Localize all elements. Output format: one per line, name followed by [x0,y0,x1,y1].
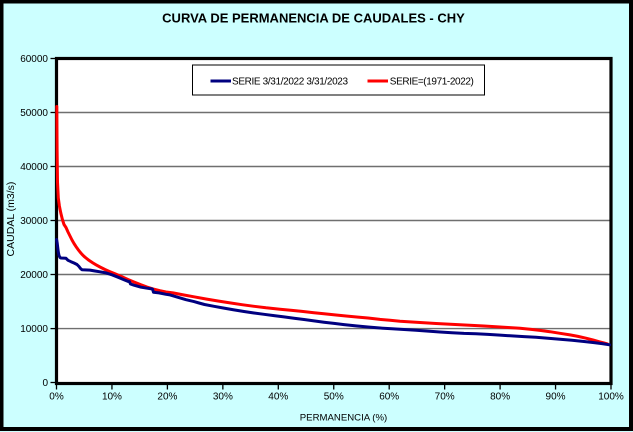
svg-text:20000: 20000 [20,270,48,281]
svg-text:80%: 80% [490,392,510,403]
svg-text:60000: 60000 [20,54,48,65]
svg-text:10%: 10% [102,392,122,403]
svg-text:CAUDAL (m3/s): CAUDAL (m3/s) [5,182,17,257]
svg-text:20%: 20% [157,392,177,403]
svg-text:100%: 100% [598,392,624,403]
svg-text:40%: 40% [268,392,288,403]
svg-text:30%: 30% [213,392,233,403]
svg-text:50000: 50000 [20,108,48,119]
svg-text:CURVA DE PERMANENCIA DE CAUDAL: CURVA DE PERMANENCIA DE CAUDALES - CHY [162,11,465,26]
svg-text:60%: 60% [379,392,399,403]
svg-text:PERMANENCIA (%): PERMANENCIA (%) [300,413,387,424]
svg-text:90%: 90% [546,392,566,403]
svg-text:50%: 50% [324,392,344,403]
svg-text:70%: 70% [435,392,455,403]
svg-text:10000: 10000 [20,324,48,335]
svg-text:SERIE 3/31/2022 3/31/2023: SERIE 3/31/2022 3/31/2023 [232,77,348,88]
svg-text:0: 0 [42,378,48,389]
svg-text:40000: 40000 [20,162,48,173]
svg-text:30000: 30000 [20,216,48,227]
svg-text:SERIE=(1971-2022): SERIE=(1971-2022) [390,77,474,88]
svg-text:0%: 0% [49,392,64,403]
